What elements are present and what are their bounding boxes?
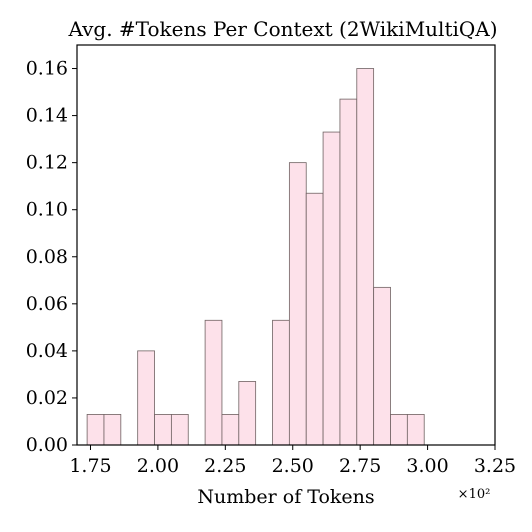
y-tick-label: 0.02 bbox=[26, 387, 68, 409]
histogram-bar bbox=[221, 414, 240, 446]
y-tick-label: 0.06 bbox=[26, 293, 68, 315]
histogram-bar bbox=[305, 192, 324, 446]
y-tick-label: 0.14 bbox=[26, 105, 68, 127]
x-axis: 1.75 2.00 2.25 2.50 2.75 3.00 3.25 bbox=[69, 445, 516, 477]
y-tick-label: 0.12 bbox=[26, 152, 68, 174]
y-axis: 0.00 0.02 0.04 0.06 0.08 0.10 0.12 0.14 0.16 bbox=[26, 58, 77, 456]
y-tick-label: 0.08 bbox=[26, 246, 68, 268]
histogram-bar bbox=[137, 350, 155, 446]
x-tick-label: 2.25 bbox=[204, 455, 246, 477]
histogram-bar bbox=[339, 98, 358, 446]
histogram-bar bbox=[238, 381, 257, 446]
y-tick-label: 0.00 bbox=[26, 434, 68, 456]
x-tick-label: 2.00 bbox=[137, 455, 179, 477]
x-axis-multiplier: ×10² bbox=[458, 487, 491, 502]
histogram-bar bbox=[322, 131, 341, 446]
x-axis-label: Number of Tokens bbox=[197, 486, 374, 508]
x-tick-label: 3.00 bbox=[406, 455, 448, 477]
histogram-bar bbox=[390, 414, 408, 446]
y-tick-label: 0.10 bbox=[26, 199, 68, 221]
histogram-bar bbox=[272, 319, 290, 446]
histogram-bar bbox=[288, 162, 307, 446]
histogram-bar bbox=[154, 414, 172, 446]
histogram-bar bbox=[406, 414, 425, 446]
bars-group bbox=[86, 68, 425, 446]
x-tick-label: 2.50 bbox=[272, 455, 314, 477]
y-tick-label: 0.16 bbox=[26, 58, 68, 80]
plot-frame bbox=[76, 44, 496, 446]
histogram-bar bbox=[373, 286, 391, 446]
x-tick-label: 3.25 bbox=[474, 455, 516, 477]
chart-title: Avg. #Tokens Per Context (2WikiMultiQA) bbox=[67, 17, 497, 41]
histogram-bar bbox=[170, 414, 189, 446]
histogram-bar bbox=[86, 414, 105, 446]
histogram-bar bbox=[204, 319, 223, 446]
x-tick-label: 1.75 bbox=[69, 455, 111, 477]
y-tick-label: 0.04 bbox=[26, 340, 68, 362]
x-tick-label: 2.75 bbox=[339, 455, 381, 477]
histogram-bar bbox=[103, 414, 122, 446]
histogram-bar bbox=[356, 68, 375, 446]
